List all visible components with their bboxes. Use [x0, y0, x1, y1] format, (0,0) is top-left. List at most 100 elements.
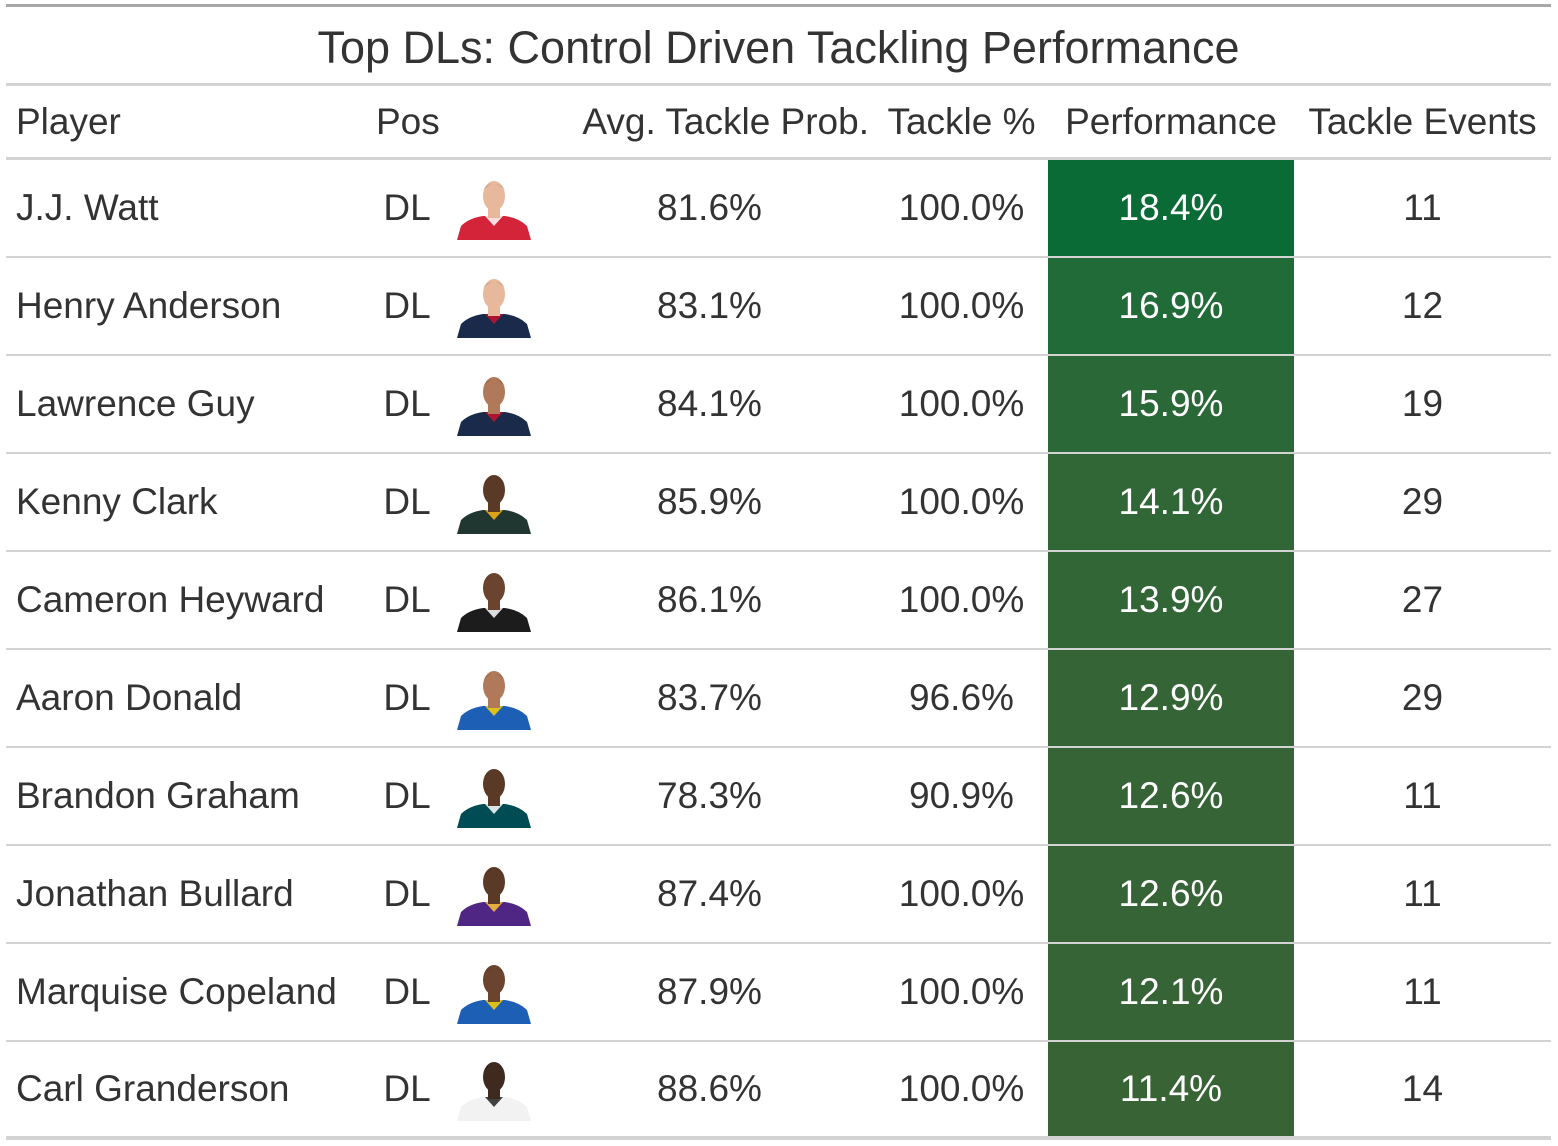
player-headshot-icon: [455, 764, 533, 828]
header-row: Player Pos Avg. Tackle Prob. Tackle % Pe…: [6, 86, 1551, 160]
header-avg-tackle-prob: Avg. Tackle Prob.: [582, 100, 869, 142]
player-position: DL: [383, 1068, 431, 1109]
tackle-events: 11: [1403, 775, 1442, 816]
tackle-events: 27: [1401, 579, 1444, 620]
player-name: Jonathan Bullard: [16, 873, 294, 914]
avg-tackle-prob: 81.6%: [657, 187, 762, 228]
performance-value: 16.9%: [1048, 258, 1294, 354]
player-position: DL: [383, 971, 431, 1012]
player-headshot-cell: [444, 944, 544, 1040]
player-name: Carl Granderson: [16, 1068, 290, 1109]
tackle-pct: 100.0%: [898, 873, 1025, 914]
avg-tackle-prob: 88.6%: [657, 1068, 762, 1109]
table-row: Brandon Graham DL 78.3% 90.9% 12.6% 11: [6, 748, 1551, 846]
player-headshot-cell: [444, 552, 544, 648]
player-headshot-icon: [455, 666, 533, 730]
avg-tackle-prob: 78.3%: [657, 775, 762, 816]
player-headshot-icon: [455, 470, 533, 534]
player-headshot-icon: [455, 372, 533, 436]
header-pos: Pos: [376, 100, 440, 142]
tackle-pct: 100.0%: [898, 285, 1025, 326]
tackle-pct: 90.9%: [909, 775, 1014, 816]
player-position: DL: [383, 383, 431, 424]
player-position: DL: [383, 873, 431, 914]
table-body: J.J. Watt DL 81.6% 100.0% 18.4% 11 Henry Ander…: [6, 160, 1551, 1140]
performance-value: 15.9%: [1048, 356, 1294, 452]
player-headshot-cell: [444, 160, 544, 256]
header-tackle-events: Tackle Events: [1308, 100, 1537, 142]
table-row: Marquise Copeland DL 87.9% 100.0% 12.1% 11: [6, 944, 1551, 1042]
player-headshot-cell: [444, 356, 544, 452]
top-rule: [6, 4, 1551, 7]
performance-value: 12.6%: [1048, 748, 1294, 844]
performance-value: 12.1%: [1048, 944, 1294, 1040]
avg-tackle-prob: 84.1%: [657, 383, 762, 424]
tackle-events: 11: [1403, 873, 1442, 914]
header-performance: Performance: [1065, 100, 1277, 142]
player-headshot-cell: [444, 650, 544, 746]
performance-value: 12.9%: [1048, 650, 1294, 746]
player-position: DL: [383, 579, 431, 620]
player-position: DL: [383, 775, 431, 816]
table-row: Cameron Heyward DL 86.1% 100.0% 13.9% 27: [6, 552, 1551, 650]
performance-value: 18.4%: [1048, 160, 1294, 256]
table-row: Carl Granderson DL 88.6% 100.0% 11.4% 14: [6, 1042, 1551, 1140]
player-headshot-cell: [444, 1042, 544, 1136]
avg-tackle-prob: 87.4%: [657, 873, 762, 914]
player-name: J.J. Watt: [16, 187, 159, 228]
table-row: Henry Anderson DL 83.1% 100.0% 16.9% 12: [6, 258, 1551, 356]
tackle-pct: 100.0%: [898, 481, 1025, 522]
tackle-pct: 100.0%: [898, 1068, 1025, 1109]
player-headshot-cell: [444, 846, 544, 942]
performance-value: 12.6%: [1048, 846, 1294, 942]
player-headshot-icon: [455, 862, 533, 926]
tackle-pct: 100.0%: [898, 971, 1025, 1012]
tackle-pct: 100.0%: [898, 187, 1025, 228]
tackle-events: 12: [1401, 285, 1444, 326]
player-name: Kenny Clark: [16, 481, 218, 522]
avg-tackle-prob: 85.9%: [657, 481, 762, 522]
player-name: Henry Anderson: [16, 285, 282, 326]
header-player: Player: [16, 100, 121, 142]
table-title: Top DLs: Control Driven Tackling Perform…: [317, 22, 1240, 73]
tackle-pct: 100.0%: [898, 383, 1025, 424]
player-headshot-cell: [444, 748, 544, 844]
performance-value: 11.4%: [1048, 1042, 1294, 1136]
tackle-events: 29: [1401, 677, 1444, 718]
player-headshot-cell: [444, 258, 544, 354]
table-row: Kenny Clark DL 85.9% 100.0% 14.1% 29: [6, 454, 1551, 552]
player-position: DL: [383, 481, 431, 522]
player-position: DL: [383, 187, 431, 228]
performance-value: 13.9%: [1048, 552, 1294, 648]
title-rule: [6, 83, 1551, 86]
tackle-events: 11: [1403, 187, 1442, 228]
avg-tackle-prob: 83.7%: [657, 677, 762, 718]
player-headshot-icon: [455, 1057, 533, 1121]
avg-tackle-prob: 87.9%: [657, 971, 762, 1012]
player-name: Aaron Donald: [16, 677, 243, 718]
player-headshot-icon: [455, 274, 533, 338]
tackle-events: 29: [1401, 481, 1444, 522]
table-row: Lawrence Guy DL 84.1% 100.0% 15.9% 19: [6, 356, 1551, 454]
table-frame: Top DLs: Control Driven Tackling Perform…: [6, 4, 1551, 1140]
player-position: DL: [383, 285, 431, 326]
player-headshot-icon: [455, 960, 533, 1024]
avg-tackle-prob: 83.1%: [657, 285, 762, 326]
player-position: DL: [383, 677, 431, 718]
player-name: Cameron Heyward: [16, 579, 325, 620]
table-row: Jonathan Bullard DL 87.4% 100.0% 12.6% 11: [6, 846, 1551, 944]
player-headshot-icon: [455, 176, 533, 240]
tackle-events: 19: [1401, 383, 1444, 424]
table-row: J.J. Watt DL 81.6% 100.0% 18.4% 11: [6, 160, 1551, 258]
tackle-pct: 100.0%: [898, 579, 1025, 620]
player-name: Marquise Copeland: [16, 971, 337, 1012]
avg-tackle-prob: 86.1%: [657, 579, 762, 620]
player-headshot-cell: [444, 454, 544, 550]
tackle-events: 11: [1403, 971, 1442, 1012]
player-headshot-icon: [455, 568, 533, 632]
tackle-events: 14: [1401, 1068, 1444, 1109]
table-row: Aaron Donald DL 83.7% 96.6% 12.9% 29: [6, 650, 1551, 748]
header-tackle-pct: Tackle %: [887, 100, 1036, 142]
player-name: Lawrence Guy: [16, 383, 255, 424]
player-name: Brandon Graham: [16, 775, 300, 816]
